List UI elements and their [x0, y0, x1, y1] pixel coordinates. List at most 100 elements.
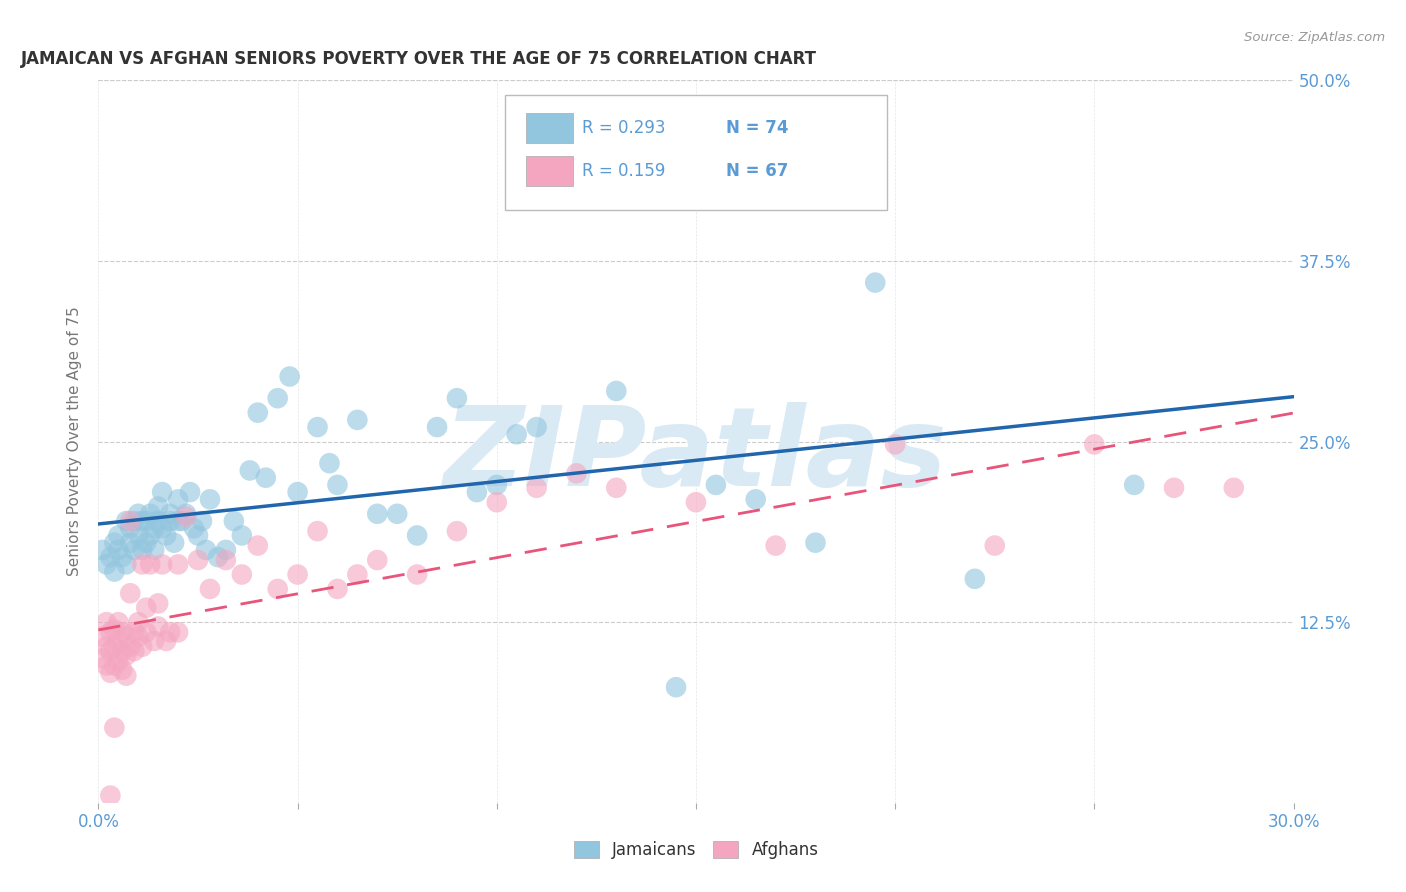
Point	[278, 369, 301, 384]
Point	[98, 550, 122, 565]
Point	[111, 663, 134, 677]
Point	[246, 406, 269, 420]
Point	[167, 492, 190, 507]
Point	[127, 615, 149, 630]
Point	[506, 427, 529, 442]
Point	[143, 542, 166, 557]
Point	[565, 467, 588, 481]
Point	[155, 528, 177, 542]
Point	[1123, 478, 1146, 492]
Point	[131, 640, 153, 654]
Point	[148, 514, 170, 528]
Point	[139, 528, 162, 542]
Point	[745, 492, 768, 507]
Legend: Jamaicans, Afghans: Jamaicans, Afghans	[574, 841, 818, 860]
Point	[120, 521, 142, 535]
Point	[139, 507, 162, 521]
Point	[287, 567, 309, 582]
Point	[172, 514, 194, 528]
Point	[107, 542, 129, 557]
Point	[307, 524, 329, 538]
Point	[267, 391, 290, 405]
Point	[215, 542, 238, 557]
Point	[605, 384, 627, 398]
Point	[765, 539, 787, 553]
Point	[804, 535, 827, 549]
Point	[685, 495, 707, 509]
Point	[115, 668, 138, 682]
Point	[346, 567, 368, 582]
Point	[103, 535, 125, 549]
Point	[98, 665, 122, 680]
Point	[174, 507, 197, 521]
Text: R = 0.159: R = 0.159	[582, 162, 666, 180]
Point	[124, 625, 146, 640]
Point	[143, 521, 166, 535]
Point	[98, 789, 122, 803]
Point	[131, 558, 153, 572]
Y-axis label: Seniors Poverty Over the Age of 75: Seniors Poverty Over the Age of 75	[67, 307, 83, 576]
Point	[148, 596, 170, 610]
Point	[124, 644, 146, 658]
Text: N = 67: N = 67	[725, 162, 789, 180]
Point	[103, 623, 125, 637]
Point	[159, 514, 181, 528]
Point	[155, 634, 177, 648]
Point	[107, 528, 129, 542]
Point	[465, 485, 488, 500]
Point	[665, 680, 688, 694]
Point	[385, 507, 409, 521]
Point	[103, 721, 125, 735]
Point	[103, 640, 125, 654]
Point	[131, 542, 153, 557]
Point	[406, 567, 429, 582]
Point	[150, 521, 173, 535]
Point	[159, 625, 181, 640]
Point	[120, 514, 142, 528]
Point	[120, 586, 142, 600]
Point	[135, 600, 157, 615]
Point	[103, 658, 125, 673]
Point	[98, 644, 122, 658]
Point	[267, 582, 290, 596]
Point	[198, 492, 221, 507]
Point	[239, 463, 262, 477]
Point	[366, 507, 388, 521]
Point	[96, 658, 118, 673]
Point	[96, 558, 118, 572]
Point	[446, 524, 468, 538]
Point	[159, 507, 181, 521]
Point	[254, 470, 277, 484]
Text: Source: ZipAtlas.com: Source: ZipAtlas.com	[1244, 31, 1385, 45]
Point	[1083, 437, 1105, 451]
Point	[198, 582, 221, 596]
Point	[963, 572, 986, 586]
FancyBboxPatch shape	[505, 95, 887, 211]
Point	[167, 558, 190, 572]
Point	[124, 542, 146, 557]
Point	[526, 420, 548, 434]
Point	[148, 500, 170, 514]
Text: ZIPatlas: ZIPatlas	[444, 402, 948, 509]
Point	[346, 413, 368, 427]
Point	[96, 640, 118, 654]
Point	[115, 648, 138, 663]
Point	[865, 276, 887, 290]
Point	[163, 535, 186, 549]
Point	[406, 528, 429, 542]
Point	[139, 558, 162, 572]
Point	[135, 625, 157, 640]
Point	[127, 528, 149, 542]
Point	[107, 615, 129, 630]
Point	[111, 550, 134, 565]
Point	[984, 539, 1007, 553]
Point	[150, 558, 173, 572]
Point	[179, 485, 201, 500]
Point	[167, 625, 190, 640]
Point	[207, 550, 229, 565]
Point	[183, 521, 205, 535]
Point	[231, 528, 253, 542]
Point	[120, 640, 142, 654]
Point	[135, 514, 157, 528]
Point	[150, 485, 173, 500]
